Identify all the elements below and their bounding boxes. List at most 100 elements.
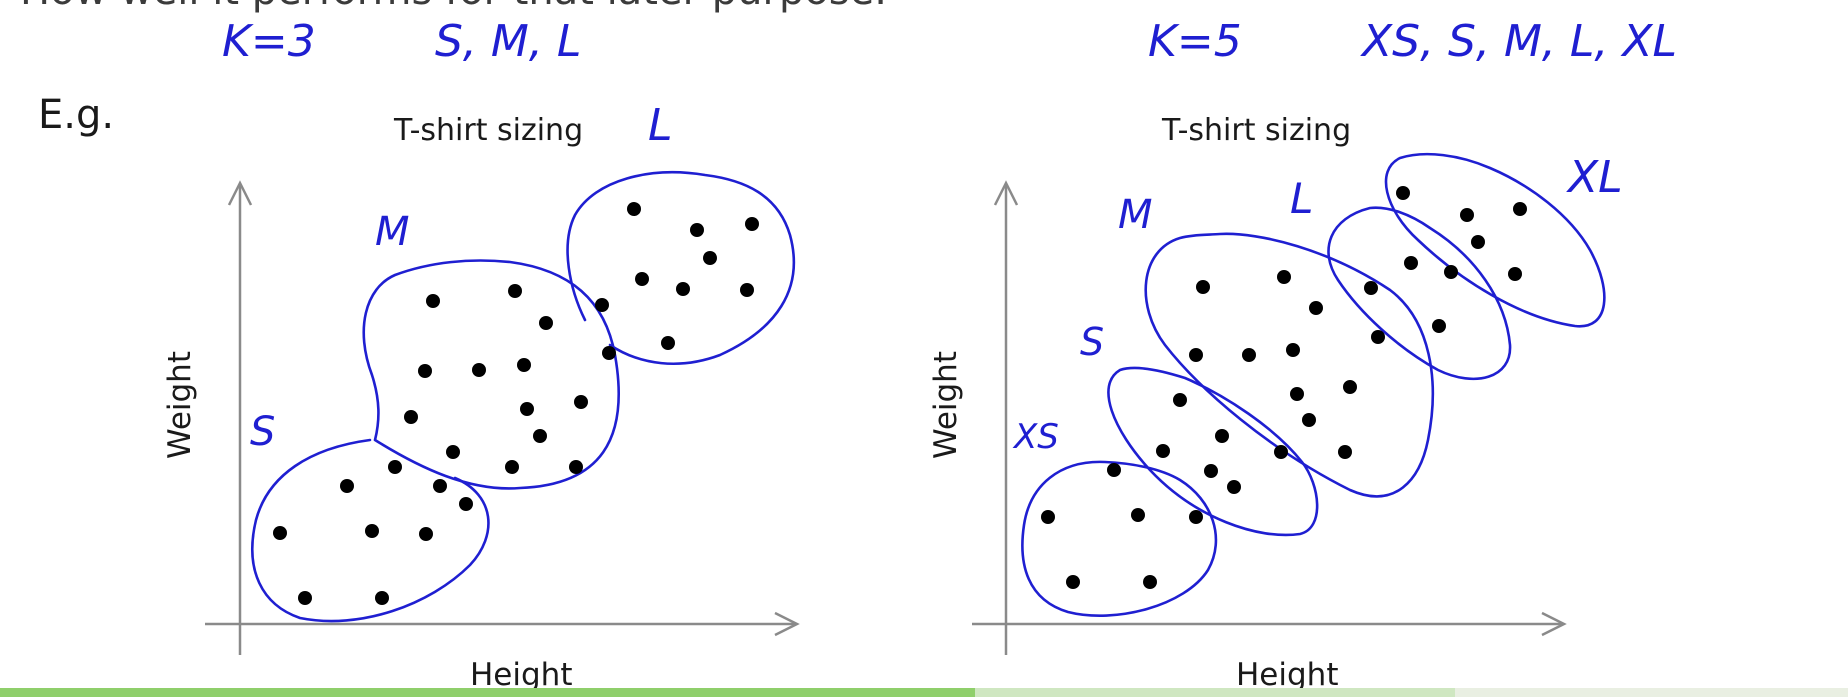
data-point xyxy=(1371,330,1385,344)
data-point xyxy=(517,358,531,372)
data-point xyxy=(1143,575,1157,589)
right-data-points xyxy=(1041,186,1527,589)
data-point xyxy=(1066,575,1080,589)
data-point xyxy=(569,460,583,474)
data-point xyxy=(404,410,418,424)
data-point xyxy=(1215,429,1229,443)
data-point xyxy=(745,217,759,231)
right-x-axis-arrow xyxy=(1541,611,1567,637)
data-point xyxy=(574,395,588,409)
data-point xyxy=(1444,265,1458,279)
data-point xyxy=(1156,444,1170,458)
bottom-progress-strip xyxy=(0,688,1848,697)
data-point xyxy=(1364,281,1378,295)
data-point xyxy=(459,497,473,511)
data-point xyxy=(1274,445,1288,459)
data-point xyxy=(1404,256,1418,270)
right-k-note: K=5 xyxy=(1148,16,1242,67)
progress-segment xyxy=(0,688,975,697)
data-point xyxy=(298,591,312,605)
data-point xyxy=(340,479,354,493)
right-sizes-note: XS, S, M, L, XL xyxy=(1360,16,1677,67)
data-point xyxy=(1290,387,1304,401)
right-cluster-outline-l xyxy=(1327,206,1512,381)
data-point xyxy=(1471,235,1485,249)
left-data-points xyxy=(273,202,759,605)
data-point xyxy=(740,283,754,297)
data-point xyxy=(1338,445,1352,459)
left-panel: K=3 S, M, L T-shirt sizing Height Weight… xyxy=(162,16,800,693)
left-sizes-note: S, M, L xyxy=(435,16,581,67)
right-cluster-outline-xl xyxy=(1384,152,1606,328)
header-partial-text: How well it performs for that later purp… xyxy=(20,0,887,14)
right-panel: K=5 XS, S, M, L, XL T-shirt sizing Heigh… xyxy=(928,16,1677,693)
right-y-axis-arrow xyxy=(993,180,1019,206)
right-cluster-label-xs: XS xyxy=(1012,417,1059,457)
data-point xyxy=(1432,319,1446,333)
data-point xyxy=(446,445,460,459)
right-cluster-outline-s xyxy=(1107,366,1319,537)
example-label: E.g. xyxy=(38,92,114,138)
left-cluster-outline-l xyxy=(566,171,796,365)
data-point xyxy=(520,402,534,416)
data-point xyxy=(388,460,402,474)
data-point xyxy=(1204,464,1218,478)
data-point xyxy=(433,479,447,493)
data-point xyxy=(1131,508,1145,522)
data-point xyxy=(472,363,486,377)
data-point xyxy=(1396,186,1410,200)
data-point xyxy=(418,364,432,378)
left-k-note: K=3 xyxy=(222,16,316,67)
left-cluster-label-m: M xyxy=(375,209,410,255)
data-point xyxy=(1460,208,1474,222)
data-point xyxy=(1189,510,1203,524)
data-point xyxy=(602,346,616,360)
data-point xyxy=(1041,510,1055,524)
data-point xyxy=(1189,348,1203,362)
data-point xyxy=(1302,413,1316,427)
data-point xyxy=(1173,393,1187,407)
data-point xyxy=(1227,480,1241,494)
right-cluster-label-xl: XL xyxy=(1566,152,1623,203)
data-point xyxy=(508,284,522,298)
data-point xyxy=(539,316,553,330)
data-point xyxy=(1196,280,1210,294)
right-cluster-label-l: L xyxy=(1290,174,1313,223)
data-point xyxy=(595,298,609,312)
data-point xyxy=(1107,463,1121,477)
data-point xyxy=(1309,301,1323,315)
left-x-axis-arrow xyxy=(774,611,800,637)
data-point xyxy=(533,429,547,443)
data-point xyxy=(426,294,440,308)
right-y-axis-label: Weight xyxy=(928,351,964,459)
left-cluster-label-s: S xyxy=(250,409,275,455)
data-point xyxy=(375,591,389,605)
left-x-axis-label: Height xyxy=(470,657,572,693)
right-cluster-label-s: S xyxy=(1080,320,1104,364)
data-point xyxy=(1277,270,1291,284)
left-y-axis-arrow xyxy=(227,180,253,206)
data-point xyxy=(1508,267,1522,281)
data-point xyxy=(627,202,641,216)
data-point xyxy=(1286,343,1300,357)
data-point xyxy=(1242,348,1256,362)
left-y-axis-label: Weight xyxy=(162,351,198,459)
right-x-axis-label: Height xyxy=(1236,657,1338,693)
data-point xyxy=(365,524,379,538)
data-point xyxy=(1343,380,1357,394)
left-cluster-outline-s xyxy=(251,438,490,623)
left-chart-title: T-shirt sizing xyxy=(393,113,583,148)
right-cluster-outline-xs xyxy=(1021,460,1218,617)
data-point xyxy=(505,460,519,474)
data-point xyxy=(1513,202,1527,216)
left-cluster-outline-m xyxy=(362,259,620,490)
data-point xyxy=(661,336,675,350)
right-cluster-label-m: M xyxy=(1118,192,1153,238)
data-point xyxy=(419,527,433,541)
progress-segment xyxy=(975,688,1455,697)
data-point xyxy=(690,223,704,237)
left-cluster-label-l: L xyxy=(648,100,673,151)
data-point xyxy=(635,272,649,286)
right-chart-title: T-shirt sizing xyxy=(1161,113,1351,148)
